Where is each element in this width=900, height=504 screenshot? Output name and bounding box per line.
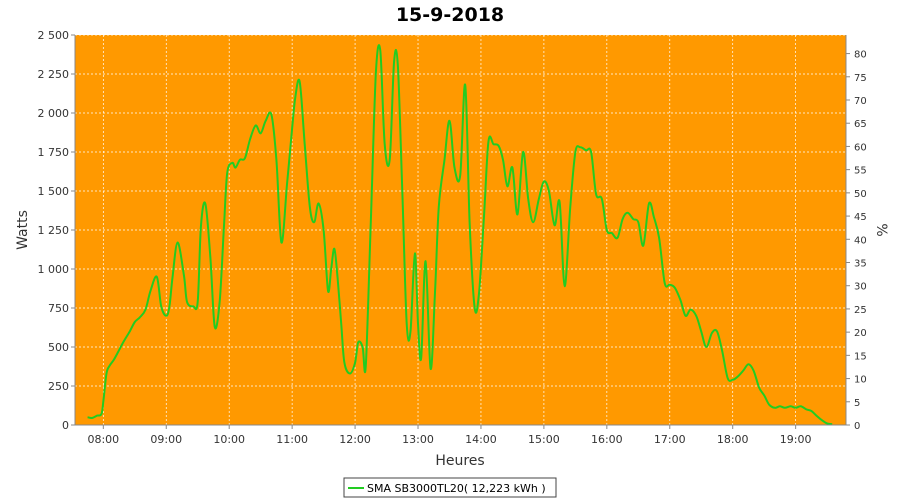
x-tick-label: 15:00 <box>528 433 560 446</box>
x-tick-label: 13:00 <box>402 433 434 446</box>
y2-tick-label: 60 <box>854 142 867 153</box>
y2-tick-label: 30 <box>854 282 867 293</box>
y-tick-label: 1 250 <box>38 224 70 237</box>
x-tick-label: 14:00 <box>465 433 497 446</box>
legend: SMA SB3000TL20( 12,223 kWh ) <box>343 477 557 498</box>
legend-label: SMA SB3000TL20( 12,223 kWh ) <box>367 482 546 495</box>
series-layer <box>87 44 833 426</box>
y2-tick-label: 5 <box>854 398 860 409</box>
y2-tick-label: 50 <box>854 189 867 200</box>
y2-tick-label: 45 <box>854 212 867 223</box>
y2-axis-ticks: 0 5 10 15 20 25 30 35 40 45 50 55 60 65 70 75 80 <box>846 50 867 432</box>
y-tick-label: 1 500 <box>38 185 70 198</box>
x-tick-label: 18:00 <box>717 433 749 446</box>
y-tick-label: 250 <box>48 380 69 393</box>
x-tick-label: 16:00 <box>591 433 623 446</box>
y-tick-label: 2 500 <box>38 29 70 42</box>
y2-tick-label: 35 <box>854 259 867 270</box>
y-axis-title: Watts <box>15 210 31 250</box>
y2-tick-label: 75 <box>854 73 867 84</box>
y-tick-label: 2 250 <box>38 68 70 81</box>
x-axis-title: Heures <box>435 453 484 469</box>
y-tick-label: 750 <box>48 302 69 315</box>
y-tick-label: 500 <box>48 341 69 354</box>
chart-title: 15-9-2018 <box>396 4 504 26</box>
y2-tick-label: 25 <box>854 305 867 316</box>
y2-tick-label: 15 <box>854 351 867 362</box>
y-tick-label: 2 000 <box>38 107 70 120</box>
x-tick-label: 08:00 <box>87 433 119 446</box>
y-tick-label: 1 750 <box>38 146 70 159</box>
y2-tick-label: 20 <box>854 328 867 339</box>
y2-tick-label: 65 <box>854 119 867 130</box>
x-axis-ticks: 08:00 09:00 10:00 11:00 12:00 13:00 14:00 15:00… <box>87 425 812 446</box>
y2-axis-title: % <box>873 223 889 236</box>
x-tick-label: 11:00 <box>276 433 308 446</box>
y2-tick-label: 10 <box>854 375 867 386</box>
y2-tick-label: 80 <box>854 50 867 61</box>
x-tick-label: 09:00 <box>150 433 182 446</box>
y2-tick-label: 55 <box>854 166 867 177</box>
x-tick-label: 12:00 <box>339 433 371 446</box>
y-axis-ticks: 0 250 500 750 1 000 1 250 1 500 1 750 2 000 2 250… <box>38 29 75 432</box>
y2-tick-label: 0 <box>854 421 860 432</box>
x-tick-label: 17:00 <box>654 433 686 446</box>
y-tick-label: 0 <box>62 419 69 432</box>
x-tick-label: 19:00 <box>780 433 812 446</box>
y2-tick-label: 70 <box>854 96 867 107</box>
grid-lines <box>75 34 846 425</box>
y-tick-label: 1 000 <box>38 263 70 276</box>
y2-tick-label: 40 <box>854 235 867 246</box>
series-line <box>87 44 833 426</box>
x-tick-label: 10:00 <box>213 433 245 446</box>
legend-box <box>343 477 557 498</box>
